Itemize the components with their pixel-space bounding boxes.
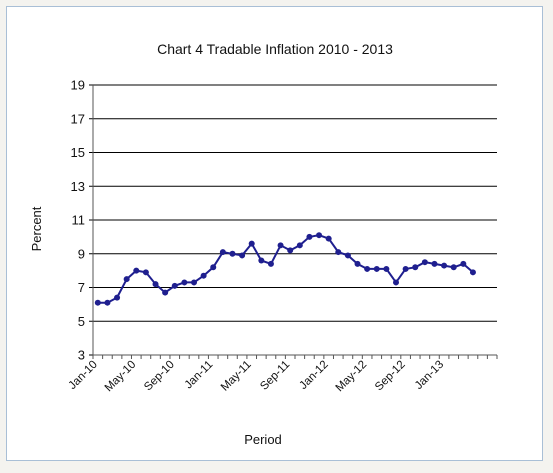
data-point xyxy=(162,289,169,296)
data-point xyxy=(229,250,236,257)
y-tick-label: 19 xyxy=(71,78,85,93)
y-tick-label: 7 xyxy=(78,280,85,295)
x-tick-label: May-10 xyxy=(103,359,139,395)
data-point xyxy=(441,262,448,269)
y-axis-title: Percent xyxy=(29,206,44,251)
data-point xyxy=(219,249,226,256)
data-point xyxy=(383,265,390,272)
y-tick-label: 15 xyxy=(71,145,85,160)
data-point xyxy=(316,232,323,239)
x-tick-label: Sep-10 xyxy=(142,359,177,394)
y-tick-label: 5 xyxy=(78,314,85,329)
data-point xyxy=(277,242,284,249)
data-point xyxy=(335,249,342,256)
x-axis-title: Period xyxy=(244,432,282,447)
data-point xyxy=(469,269,476,276)
data-point xyxy=(123,276,130,283)
x-tick-label: Jan-12 xyxy=(297,359,330,392)
data-point xyxy=(344,252,351,259)
y-tick-label: 17 xyxy=(71,111,85,126)
y-tick-label: 13 xyxy=(71,179,85,194)
chart-title: Chart 4 Tradable Inflation 2010 - 2013 xyxy=(157,41,393,57)
data-point xyxy=(94,299,101,306)
data-point xyxy=(306,233,313,240)
data-point xyxy=(393,279,399,286)
data-point xyxy=(402,265,409,272)
data-point xyxy=(296,242,303,249)
data-point xyxy=(267,260,274,267)
y-tick-label: 3 xyxy=(78,348,85,363)
line-chart: Chart 4 Tradable Inflation 2010 - 2013 P… xyxy=(29,41,498,447)
y-tick-label: 9 xyxy=(78,246,85,261)
data-point xyxy=(210,264,217,271)
data-point xyxy=(114,294,121,301)
y-tick-label: 11 xyxy=(72,213,86,228)
data-point xyxy=(287,247,294,254)
data-point xyxy=(171,282,178,289)
data-point xyxy=(258,257,265,264)
x-tick-label: May-11 xyxy=(219,359,254,394)
data-point xyxy=(239,252,246,259)
data-point xyxy=(181,279,188,286)
data-point xyxy=(325,235,332,242)
data-point xyxy=(460,260,467,267)
data-point xyxy=(200,272,207,279)
data-point xyxy=(152,281,159,288)
data-point xyxy=(421,259,428,266)
data-point xyxy=(104,299,111,306)
data-point xyxy=(373,265,380,272)
data-point xyxy=(191,279,197,286)
x-tick-label: Jan-11 xyxy=(183,359,216,392)
data-point xyxy=(354,260,361,267)
x-tick-label: Sep-11 xyxy=(258,359,292,393)
data-point xyxy=(364,265,371,272)
series-layer xyxy=(94,232,476,306)
data-point xyxy=(431,260,438,267)
chart-frame: Chart 4 Tradable Inflation 2010 - 2013 P… xyxy=(6,6,543,461)
data-point xyxy=(142,269,149,276)
data-point xyxy=(412,264,419,271)
data-point xyxy=(450,264,457,271)
x-tick-label: Sep-12 xyxy=(373,359,408,394)
series-line xyxy=(97,234,474,304)
data-point xyxy=(248,240,255,247)
data-point xyxy=(133,267,140,274)
x-tick-label: Jan-10 xyxy=(67,359,100,392)
x-tick-label: Jan-13 xyxy=(413,359,446,392)
x-tick-label: May-12 xyxy=(334,359,370,395)
